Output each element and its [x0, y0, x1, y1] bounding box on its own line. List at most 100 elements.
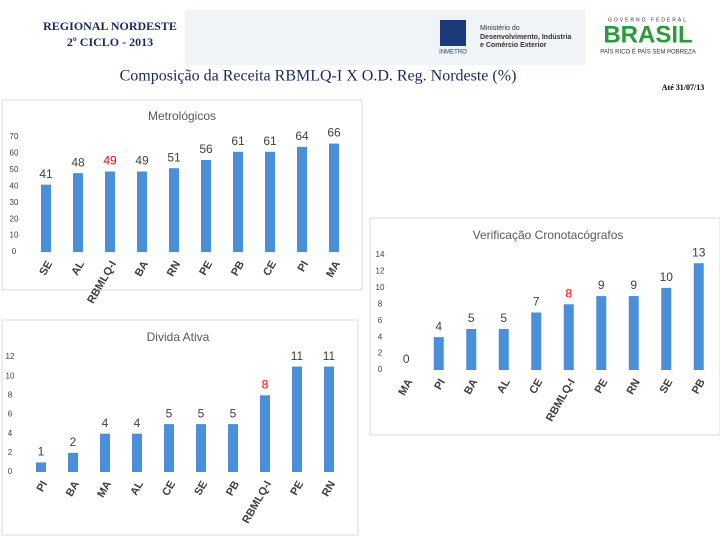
value-label: 4	[134, 416, 141, 430]
x-tick-label: PI	[35, 479, 51, 494]
chart-title: Divida Ativa	[147, 330, 210, 344]
value-label: 64	[295, 129, 309, 143]
y-tick-label: 10	[10, 231, 19, 240]
x-tick-label: PI	[432, 377, 448, 392]
value-label: 5	[468, 311, 475, 325]
value-label: 0	[403, 352, 410, 366]
cycle: 2º CICLO - 2013	[67, 35, 153, 49]
y-tick-label: 40	[10, 181, 19, 190]
y-tick-label: 2	[378, 349, 383, 358]
value-label: 61	[263, 134, 277, 148]
value-label: 5	[230, 406, 237, 420]
bar	[329, 143, 339, 252]
value-label: 66	[327, 126, 341, 140]
value-label: 11	[323, 349, 336, 363]
bar	[137, 171, 147, 252]
bar	[228, 424, 238, 472]
y-tick-label: 70	[10, 132, 19, 141]
y-tick-label: 12	[376, 267, 385, 276]
bar	[73, 173, 83, 252]
value-label: 8	[262, 378, 269, 392]
ministry-line: Desenvolvimento, Indústria	[480, 34, 572, 41]
bar	[201, 160, 211, 252]
bar	[628, 296, 639, 370]
value-label: 5	[166, 406, 173, 420]
value-label: 41	[39, 167, 53, 181]
chart-frame	[1, 319, 359, 536]
value-label: 61	[231, 134, 245, 148]
value-label: 48	[71, 155, 85, 169]
region: REGIONAL NORDESTE	[43, 19, 177, 33]
inmetro: INMETRO	[439, 50, 467, 56]
y-tick-label: 60	[10, 149, 19, 158]
gov: GOVERNO FEDERAL	[608, 17, 688, 23]
value-label: 9	[630, 278, 637, 292]
value-label: 1	[38, 445, 45, 459]
value-label: 49	[135, 154, 149, 168]
y-tick-label: 14	[376, 250, 385, 259]
y-tick-label: 20	[10, 214, 19, 223]
bar	[661, 287, 672, 370]
value-label: 10	[660, 270, 674, 284]
bar	[498, 328, 509, 370]
bar	[265, 151, 275, 252]
y-tick-label: 30	[10, 198, 19, 207]
bar	[596, 296, 607, 370]
y-tick-label: 6	[378, 316, 383, 325]
bar	[297, 146, 307, 252]
y-tick-label: 10	[376, 283, 385, 292]
y-tick-label: 6	[8, 410, 13, 419]
brasil: BRASIL	[603, 21, 692, 48]
y-tick-label: 4	[8, 429, 13, 438]
value-label: 4	[435, 319, 442, 333]
slogan: PAÍS RICO É PAÍS SEM POBREZA	[600, 49, 695, 56]
bar	[41, 184, 51, 252]
value-label: 8	[565, 286, 572, 300]
y-tick-label: 8	[378, 299, 383, 308]
bar	[164, 424, 174, 472]
y-tick-label: 12	[6, 352, 15, 361]
bar	[169, 168, 179, 252]
value-label: 5	[500, 311, 507, 325]
bar	[693, 263, 704, 370]
banner	[185, 10, 585, 65]
x-tick-label: PI	[296, 259, 312, 274]
y-tick-label: 10	[6, 371, 15, 380]
y-tick-label: 2	[8, 448, 13, 457]
y-tick-label: 0	[378, 365, 383, 374]
slide-title: Composição da Receita RBMLQ-I X O.D. Reg…	[120, 68, 517, 85]
bar	[466, 328, 477, 370]
value-label: 56	[199, 142, 213, 156]
ministry-line: e Comércio Exterior	[480, 42, 547, 49]
chart-title: Metrológicos	[148, 109, 216, 123]
bar	[68, 452, 78, 472]
y-tick-label: 8	[8, 390, 13, 399]
value-label: 51	[167, 150, 181, 164]
value-label: 11	[291, 349, 304, 363]
value-label: 13	[692, 245, 706, 259]
bar	[563, 304, 574, 370]
bar	[260, 395, 270, 472]
bar	[292, 366, 302, 472]
date: Até 31/07/13	[662, 83, 704, 92]
bar	[433, 337, 444, 370]
bar	[36, 462, 46, 472]
value-label: 49	[103, 154, 117, 168]
inmetro-logo	[440, 20, 466, 46]
value-label: 4	[102, 416, 109, 430]
value-label: 9	[598, 278, 605, 292]
bar	[233, 151, 243, 252]
y-tick-label: 0	[8, 467, 13, 476]
chart-title: Verificação Cronotacógrafos	[473, 228, 624, 242]
bar	[531, 312, 542, 370]
value-label: 2	[70, 435, 77, 449]
value-label: 7	[533, 295, 540, 309]
y-tick-label: 0	[12, 247, 17, 256]
value-label: 5	[198, 406, 205, 420]
bar	[324, 366, 334, 472]
bar	[132, 433, 142, 472]
ministry-line: Ministério do	[480, 25, 520, 32]
bar	[105, 171, 115, 252]
